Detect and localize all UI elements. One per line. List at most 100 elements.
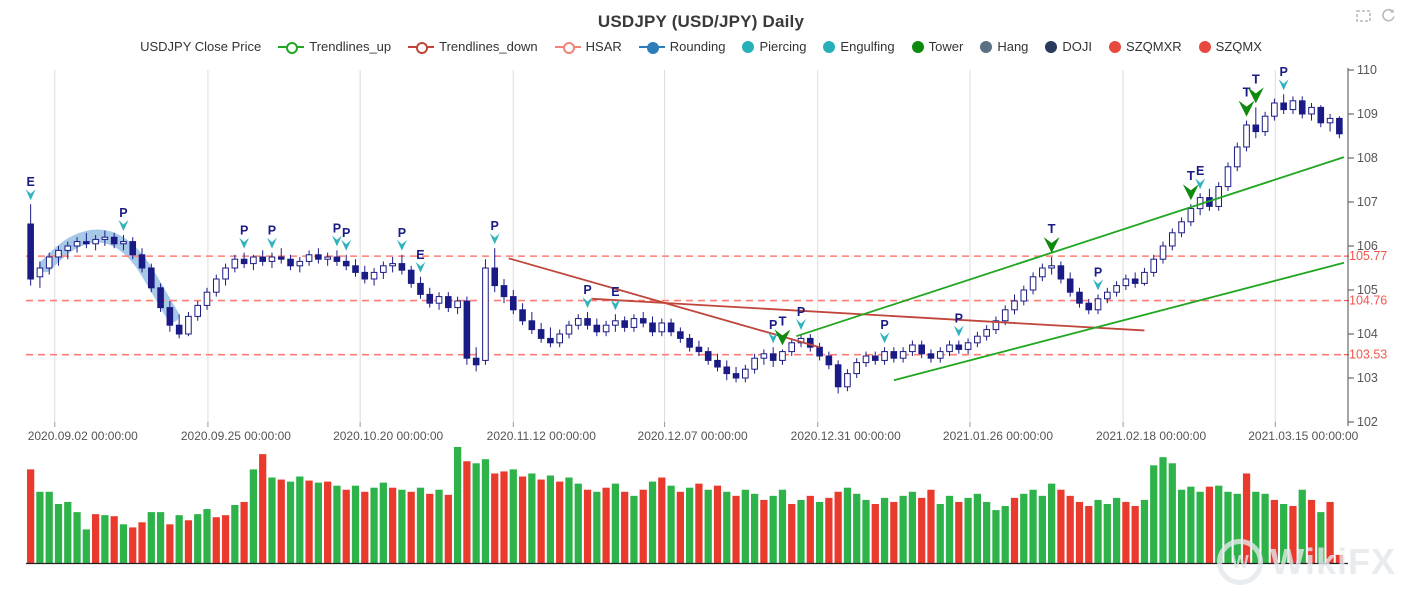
volume-bar-up (1159, 457, 1167, 563)
legend-item-label: USDJPY Close Price (140, 39, 262, 54)
candle-bullish (974, 335, 981, 344)
legend-item-doji[interactable]: DOJI (1045, 39, 1092, 54)
volume-bar-up (398, 489, 406, 563)
candle-bearish (83, 241, 90, 245)
volume-bar-down (834, 491, 842, 563)
candle-bearish (723, 366, 731, 375)
candle-bearish (491, 267, 499, 287)
volume-bar-up (667, 485, 675, 563)
volume-bar-down (91, 514, 100, 563)
volume-bar-up (815, 501, 824, 563)
tower-marker-icon (1043, 237, 1060, 253)
volume-bar-up (472, 463, 480, 563)
volume-bar-down (602, 487, 610, 563)
volume-bar-down (760, 499, 768, 563)
volume-bar-down (639, 489, 647, 563)
volume-bar-up (54, 503, 63, 563)
volume-bar-up (546, 475, 555, 563)
legend-item-szqmx[interactable]: SZQMX (1198, 39, 1262, 54)
candle-bullish (1215, 186, 1222, 207)
candle-bearish (834, 364, 842, 388)
pattern-marker-icon (1278, 79, 1289, 91)
candle-bearish (472, 357, 480, 366)
candle-bullish (983, 329, 990, 337)
pattern-marker-icon (396, 239, 407, 251)
legend-item-usdjpy-close-price[interactable]: USDJPY Close Price (140, 39, 261, 54)
pattern-marker-letter: P (955, 312, 963, 326)
legend-item-trendlines-up[interactable]: Trendlines_up (278, 39, 391, 54)
pattern-marker-letter: P (769, 318, 777, 332)
pattern-marker-letter: E (611, 285, 619, 299)
volume-bar-up (333, 485, 341, 563)
candle-bearish (714, 359, 721, 368)
pattern-marker-letter: P (268, 224, 276, 238)
tower-marker-letter: T (1187, 168, 1195, 183)
candle-bullish (853, 362, 861, 375)
legend-item-piercing[interactable]: Piercing (742, 39, 806, 54)
volume-bar-up (45, 491, 53, 563)
pattern-marker-letter: P (119, 206, 127, 220)
candle-bullish (1168, 232, 1176, 247)
volume-bar-up (147, 512, 155, 563)
legend-symbol-icon (1045, 40, 1058, 53)
candle-bullish (1122, 278, 1130, 287)
legend-symbol-icon (911, 40, 924, 53)
legend-item-szqmxr[interactable]: SZQMXR (1109, 39, 1182, 54)
volume-bar-up (1150, 465, 1158, 563)
candle-bullish (630, 318, 638, 328)
candle-bearish (1298, 100, 1306, 115)
legend-item-tower[interactable]: Tower (911, 39, 963, 54)
candle-bullish (36, 267, 44, 278)
legend-item-engulfing[interactable]: Engulfing (823, 39, 895, 54)
volume-bar-down (806, 495, 814, 563)
candle-bullish (1159, 245, 1167, 260)
pattern-marker-letter: P (1279, 65, 1287, 79)
volume-bar-down (927, 489, 935, 563)
volume-bar-down (27, 469, 35, 563)
candle-bullish (1011, 300, 1018, 311)
candle-bearish (918, 344, 925, 355)
x-axis-label: 2020.11.12 00:00:00 (487, 429, 597, 443)
volume-bar-down (491, 473, 499, 563)
candle-bearish (519, 309, 526, 322)
candle-bearish (157, 287, 164, 309)
volume-bar-up (1280, 503, 1288, 563)
candle-bullish (760, 353, 768, 359)
volume-bar-up (983, 501, 991, 563)
restore-icon[interactable] (1380, 8, 1396, 23)
candle-bullish (1029, 276, 1037, 291)
pattern-marker-icon (331, 235, 342, 247)
volume-bar-up (379, 482, 387, 563)
candle-bearish (695, 346, 703, 353)
candle-bearish (871, 355, 879, 361)
candle-bearish (287, 258, 294, 267)
pattern-marker-letter: P (240, 224, 248, 238)
volume-bar-down (277, 479, 285, 563)
pattern-marker-icon (1093, 279, 1104, 291)
legend-item-label: DOJI (1062, 39, 1093, 54)
volume-bar-down (695, 483, 703, 563)
pattern-marker-letter: E (26, 175, 34, 189)
candle-bullish (602, 324, 610, 333)
legend-item-rounding[interactable]: Rounding (638, 39, 725, 54)
candle-bullish (1243, 124, 1250, 148)
candle-bullish (268, 256, 276, 262)
candle-bullish (1178, 221, 1185, 234)
candle-bullish (305, 254, 313, 262)
candle-bearish (1066, 278, 1074, 293)
candle-bullish (1141, 271, 1148, 284)
legend-item-hsar[interactable]: HSAR (554, 39, 622, 54)
trendline-up (893, 261, 1345, 382)
candle-bullish (658, 322, 666, 333)
volume-bar-down (1066, 495, 1074, 563)
legend-item-trendlines-down[interactable]: Trendlines_down (408, 39, 538, 54)
candle-bearish (639, 318, 647, 324)
volume-bar-up (36, 491, 44, 563)
area-zoom-icon[interactable] (1355, 8, 1372, 23)
tower-marker-icon (1247, 87, 1264, 104)
volume-bar-down (1010, 497, 1019, 563)
trendline-down (592, 297, 1145, 332)
legend-item-hang[interactable]: Hang (980, 39, 1028, 54)
candle-bearish (426, 293, 434, 304)
